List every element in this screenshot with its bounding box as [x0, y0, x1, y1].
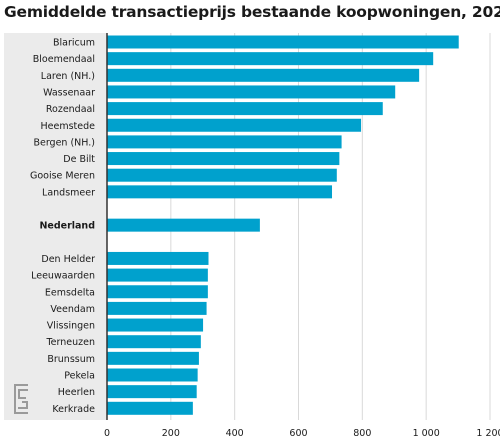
bar	[107, 335, 201, 349]
bar	[107, 52, 434, 66]
category-label: Landsmeer	[42, 187, 95, 198]
x-tick-label: 400	[226, 428, 244, 439]
category-label: Brunssum	[47, 354, 95, 365]
category-label: Nederland	[39, 221, 95, 232]
bar	[107, 185, 333, 199]
chart-title: Gemiddelde transactieprijs bestaande koo…	[4, 3, 500, 21]
category-label: Pekela	[64, 371, 95, 382]
bar	[107, 135, 342, 149]
bar	[107, 351, 199, 365]
x-tick-label: 0	[104, 428, 110, 439]
category-label: Bloemendaal	[33, 54, 95, 65]
bar	[107, 368, 198, 382]
bar	[107, 35, 459, 49]
bar	[107, 68, 420, 82]
bar	[107, 118, 362, 132]
category-label: Leeuwaarden	[31, 271, 95, 282]
bar	[107, 152, 340, 166]
category-label: Vlissingen	[47, 321, 95, 332]
category-label: Bergen (NH.)	[33, 137, 95, 148]
bar	[107, 401, 193, 415]
category-label: Veendam	[50, 304, 95, 315]
bar	[107, 251, 209, 265]
bar	[107, 168, 337, 182]
category-label: Blaricum	[53, 38, 95, 49]
cbs-logo-icon	[14, 384, 28, 414]
category-label: Heemstede	[41, 121, 96, 132]
category-label: Heerlen	[58, 387, 95, 398]
bar	[107, 385, 197, 399]
bar	[107, 268, 208, 282]
x-tick-label: 1 000	[413, 428, 440, 439]
bar	[107, 218, 260, 232]
category-label: Gooise Meren	[30, 171, 95, 182]
x-tick-label: 1 200	[476, 428, 500, 439]
bar	[107, 285, 208, 299]
bar	[107, 102, 383, 116]
category-label: Terneuzen	[45, 337, 95, 348]
category-label: Kerkrade	[52, 404, 95, 415]
category-label: De Bilt	[63, 154, 95, 165]
x-tick-label: 600	[289, 428, 307, 439]
category-label: Laren (NH.)	[41, 71, 95, 82]
category-label: Den Helder	[41, 254, 95, 265]
label-panel	[4, 33, 107, 420]
category-label: Rozendaal	[46, 104, 95, 115]
bar	[107, 301, 207, 315]
x-tick-label: 200	[162, 428, 180, 439]
category-label: Eemsdelta	[45, 287, 95, 298]
x-tick-label: 800	[353, 428, 371, 439]
bar	[107, 85, 396, 99]
category-label: Wassenaar	[43, 87, 95, 98]
bar	[107, 318, 204, 332]
